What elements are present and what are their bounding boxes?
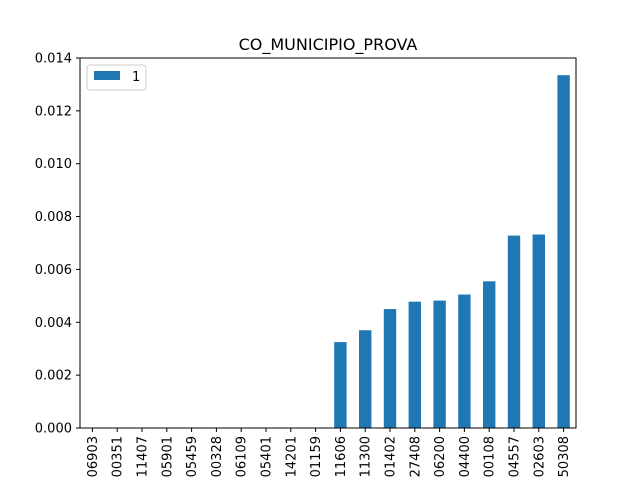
x-tick-label: 06903 (86, 436, 101, 477)
bar-01402 (383, 309, 397, 428)
y-tick-label: 0.014 (35, 52, 72, 67)
plot-frame (79, 57, 577, 429)
bar-11606 (334, 342, 347, 428)
bar-27408 (408, 301, 421, 428)
bar-50308 (557, 75, 570, 429)
x-tick-label: 11606 (334, 436, 349, 477)
x-tick-label: 14201 (284, 436, 299, 477)
chart-title: CO_MUNICIPIO_PROVA (239, 35, 418, 55)
bar-00108 (483, 281, 496, 428)
y-axis: 0.000 0.002 0.004 0.006 0.008 0.010 0.012 0.014 (35, 52, 80, 437)
x-tick-label: 00108 (483, 436, 498, 477)
x-tick-label: 06200 (433, 436, 448, 477)
x-axis: 06903 00351 11407 05901 05459 00328 06109 05401… (86, 428, 572, 477)
x-tick-label: 06109 (235, 436, 250, 477)
bar-11300 (359, 330, 372, 428)
legend-label: 1 (132, 70, 140, 85)
y-tick-label: 0.006 (35, 263, 72, 278)
x-tick-label: 04400 (458, 436, 473, 477)
x-tick-label: 00351 (111, 436, 126, 477)
x-tick-label: 02603 (532, 436, 547, 477)
x-tick-label: 01159 (309, 436, 324, 477)
x-tick-label: 05901 (160, 436, 175, 477)
x-tick-label: 05401 (260, 436, 275, 477)
legend-swatch (94, 71, 120, 80)
x-tick-label: 27408 (408, 436, 423, 477)
bar-04400 (458, 294, 471, 428)
x-tick-label: 04557 (508, 436, 523, 477)
bars-group (334, 75, 570, 429)
y-tick-label: 0.012 (35, 104, 72, 119)
bar-02603 (532, 234, 545, 428)
y-tick-label: 0.000 (35, 422, 72, 437)
y-tick-label: 0.010 (35, 157, 72, 172)
y-tick-label: 0.008 (35, 210, 72, 225)
x-tick-label: 01402 (384, 436, 399, 477)
legend: 1 (86, 64, 147, 91)
bar-06200 (433, 300, 446, 428)
x-tick-label: 11300 (359, 436, 374, 477)
bar-04557 (507, 235, 521, 428)
y-tick-label: 0.004 (35, 316, 72, 331)
x-tick-label: 05459 (185, 436, 200, 477)
x-tick-label: 11407 (136, 436, 151, 477)
y-tick-label: 0.002 (35, 369, 72, 384)
x-tick-label: 00328 (210, 436, 225, 477)
x-tick-label: 50308 (557, 436, 572, 477)
